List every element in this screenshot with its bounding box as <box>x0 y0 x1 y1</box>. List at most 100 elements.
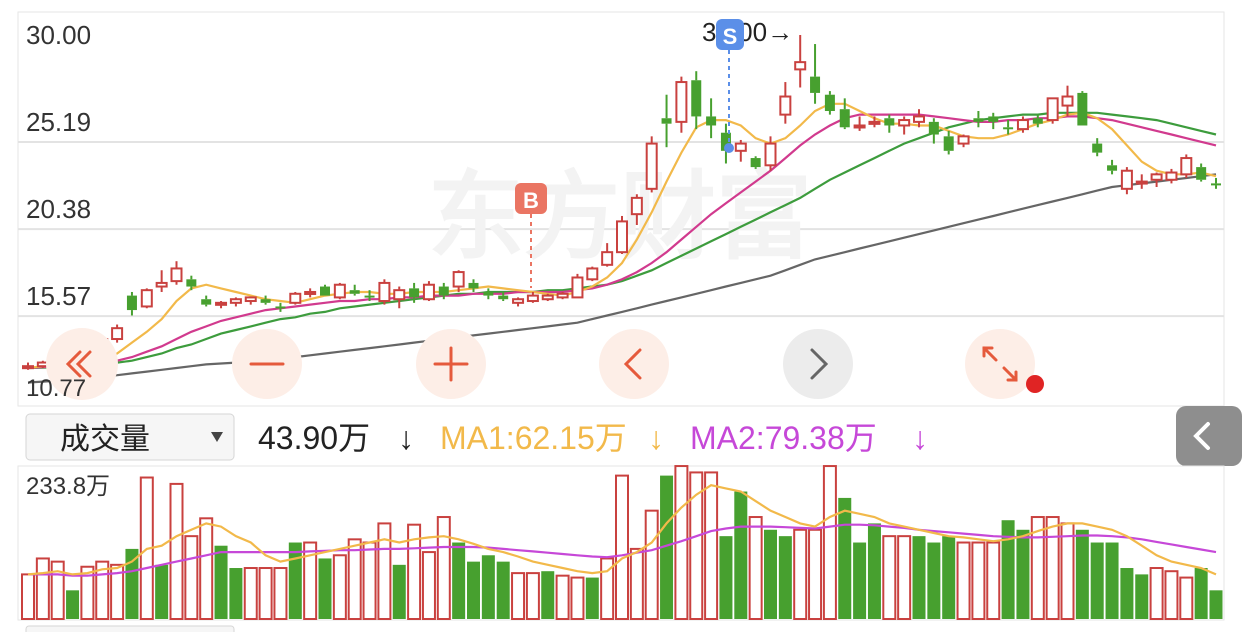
volume-bar <box>615 474 629 620</box>
candle <box>260 295 271 305</box>
volume-value: 43.90万 <box>258 420 370 456</box>
candle <box>275 302 286 312</box>
volume-bar <box>525 572 540 620</box>
volume-bar <box>793 528 808 620</box>
volume-header-readout: 43.90万 ↓ MA1:62.15万 ↓ MA2:79.38万 ↓ <box>258 420 928 456</box>
candle <box>1211 177 1221 189</box>
candle <box>957 134 970 148</box>
candle <box>839 98 850 130</box>
volume-bar <box>362 541 377 620</box>
volume-bar <box>882 535 897 621</box>
candle <box>973 111 984 128</box>
candle <box>734 139 747 162</box>
candle <box>571 273 584 299</box>
candle <box>898 116 911 135</box>
buy-marker[interactable]: B <box>515 183 547 288</box>
vol-ma2-value: MA2:79.38万 <box>690 420 877 456</box>
vol-ma1-arrow: ↓ <box>648 420 664 456</box>
volume-bar <box>110 563 125 621</box>
volume-bar <box>1194 568 1208 619</box>
candle <box>586 266 599 282</box>
volume-bar <box>541 571 555 619</box>
volume-bar <box>184 535 199 621</box>
candle <box>333 282 346 300</box>
expand-button[interactable] <box>965 329 1044 399</box>
volume-indicator-selector[interactable]: 成交量 <box>25 413 235 461</box>
volume-bars <box>21 465 1223 621</box>
candle <box>1120 167 1133 195</box>
candle <box>810 44 821 104</box>
volume-bar <box>214 545 228 619</box>
candle <box>764 136 777 171</box>
zoom-out-button[interactable] <box>232 329 302 399</box>
volume-bar <box>986 541 1001 620</box>
candle <box>720 123 731 164</box>
volume-bar <box>912 536 926 619</box>
volume-bar <box>1030 516 1045 621</box>
price-y-tick: 30.00 <box>26 20 91 50</box>
volume-bar <box>629 547 644 620</box>
candle <box>706 98 717 139</box>
volume-bar <box>1179 576 1194 620</box>
candle <box>1046 97 1059 124</box>
price-ma-very-long-line <box>27 173 1217 384</box>
next-indicator-selector[interactable] <box>25 625 235 632</box>
volume-bar <box>644 509 659 621</box>
volume-bar <box>764 529 777 619</box>
volume-bar <box>897 535 912 621</box>
chevron-left-icon <box>623 348 642 380</box>
volume-bar <box>660 475 674 619</box>
volume-bar <box>258 567 273 620</box>
volume-bar <box>1120 568 1134 619</box>
scroll-right-button[interactable] <box>783 329 853 399</box>
volume-bar <box>50 560 65 621</box>
volume-bar <box>481 555 495 619</box>
caret-down-icon <box>211 432 223 442</box>
buy-marker-label: B <box>523 188 539 213</box>
candle <box>884 114 895 133</box>
volume-bar <box>169 482 184 620</box>
chevron-left-icon <box>1193 422 1210 450</box>
candle <box>824 91 835 115</box>
candle <box>601 243 614 267</box>
scroll-left-button[interactable] <box>599 329 669 399</box>
sell-marker[interactable] <box>724 50 734 153</box>
candle <box>483 288 494 300</box>
volume-bar <box>243 567 258 620</box>
volume-bar <box>1164 570 1179 621</box>
volume-arrow: ↓ <box>398 420 414 456</box>
volume-bar <box>585 577 599 619</box>
candle <box>988 112 999 130</box>
side-panel-toggle[interactable] <box>1176 406 1242 466</box>
candle <box>616 215 628 254</box>
candle <box>393 286 406 309</box>
notification-dot <box>1026 375 1044 393</box>
candle <box>691 71 702 130</box>
volume-bar <box>21 573 35 620</box>
sell-marker-badge[interactable]: S <box>716 19 744 50</box>
price-y-ticks: 30.00 25.19 20.38 15.57 <box>26 20 91 311</box>
fast-back-button[interactable] <box>46 328 118 400</box>
candle <box>1092 138 1103 157</box>
vol-ma1-value: MA1:62.15万 <box>440 420 627 456</box>
candle <box>111 324 124 343</box>
candle <box>794 35 807 88</box>
volume-bar <box>1060 522 1075 620</box>
expand-icon <box>982 346 1018 382</box>
candle <box>155 270 168 292</box>
candle <box>1196 163 1207 182</box>
candle <box>853 116 866 131</box>
volume-bar <box>288 542 302 619</box>
candle <box>364 290 375 302</box>
volume-bar <box>80 565 95 620</box>
candle <box>512 297 525 307</box>
volume-bar <box>704 471 719 620</box>
volume-bar <box>1016 529 1030 619</box>
candle <box>750 156 761 169</box>
candle <box>1150 172 1163 188</box>
volume-bar <box>318 558 332 619</box>
zoom-in-button[interactable] <box>416 329 486 399</box>
candle <box>126 291 137 316</box>
candle <box>22 362 34 370</box>
